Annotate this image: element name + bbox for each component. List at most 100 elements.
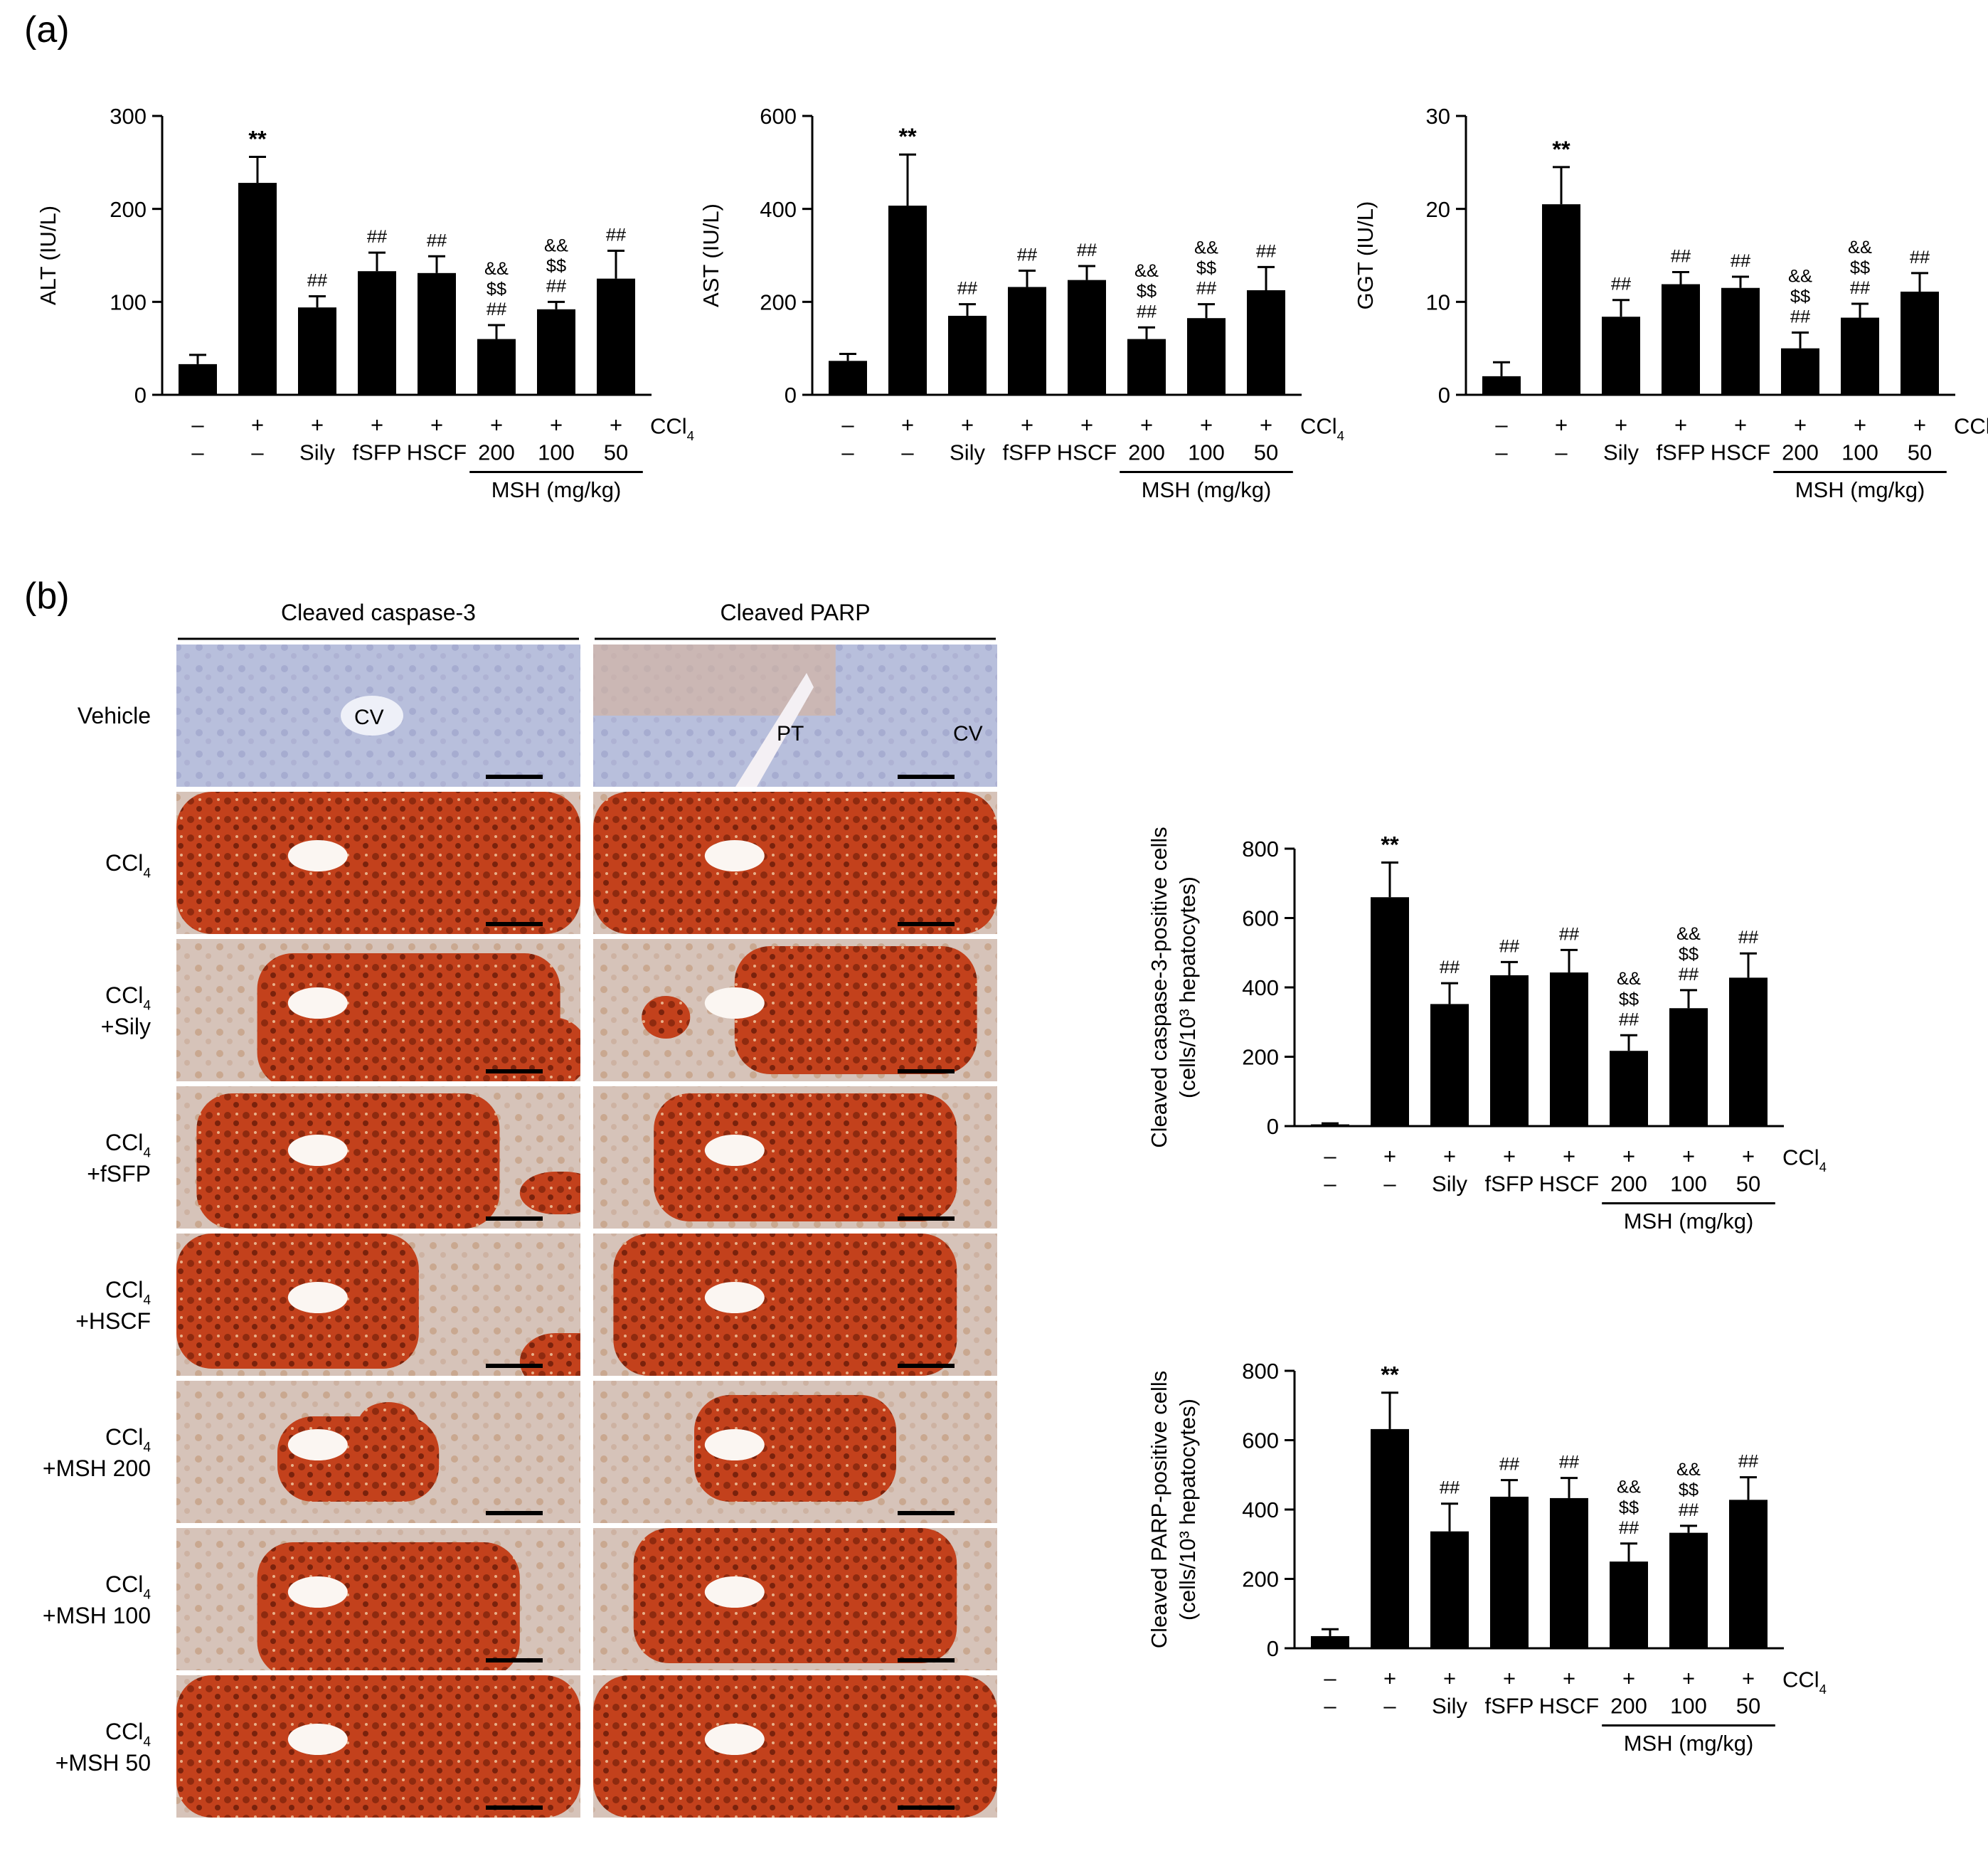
ast-group-label: MSH (mg/kg) — [1142, 477, 1272, 502]
alt-treatment-cell: HSCF — [407, 440, 467, 465]
histology-tile-7-0 — [176, 1675, 580, 1818]
casp3-group-label: MSH (mg/kg) — [1624, 1209, 1754, 1234]
parp-ytick-label: 200 — [1242, 1567, 1279, 1592]
ast-ytick-label: 400 — [760, 197, 797, 222]
ast-bar-4 — [1068, 280, 1106, 395]
histology-row-label: CCl4 — [105, 850, 151, 881]
histology-tile-5-0 — [176, 1381, 580, 1523]
histology-tile-6-1 — [593, 1528, 997, 1670]
ast-sig-annotation: ## — [1017, 245, 1037, 265]
casp3-ylabel: Cleaved caspase-3-positive cells — [1147, 827, 1171, 1147]
ast-ccl4-cell: + — [1200, 413, 1213, 437]
casp3-treatment-cell: 50 — [1736, 1171, 1760, 1196]
histology-column-header-0: Cleaved caspase-3 — [281, 600, 476, 625]
casp3-ccl4-cell: + — [1503, 1144, 1516, 1169]
alt-group-label: MSH (mg/kg) — [491, 477, 622, 502]
parp-bar-3 — [1490, 1496, 1529, 1648]
alt-sig-annotation: $$ — [546, 256, 566, 276]
ggt-row1-label: CCl4 — [1954, 414, 1988, 443]
ggt-ccl4-cell: + — [1615, 413, 1627, 437]
casp3-ccl4-cell: + — [1622, 1144, 1635, 1169]
casp3-sig-annotation: ## — [1619, 1009, 1639, 1029]
alt-sig-annotation: ## — [606, 225, 626, 245]
parp-sig-annotation: && — [1617, 1478, 1641, 1497]
parp-bar-2 — [1430, 1531, 1469, 1648]
ggt-sig-annotation: ## — [1671, 247, 1691, 267]
histology-row-label-treatment: +MSH 50 — [55, 1750, 151, 1776]
ggt-treatment-cell: Sily — [1603, 440, 1639, 465]
ast-ytick-label: 0 — [785, 383, 797, 408]
casp3-ytick-label: 800 — [1242, 837, 1279, 861]
histology-row-label: CCl4 — [105, 1571, 151, 1603]
casp3-sig-annotation: $$ — [1619, 990, 1639, 1009]
ast-row1-label: CCl4 — [1300, 414, 1344, 443]
parp-sig-annotation: ## — [1440, 1478, 1460, 1498]
alt-treatment-cell: – — [251, 440, 264, 465]
parp-sig-annotation: ** — [1381, 1362, 1399, 1388]
alt-ccl4-cell: – — [191, 413, 204, 437]
parp-group-label: MSH (mg/kg) — [1624, 1731, 1754, 1756]
alt-ccl4-cell: + — [371, 413, 383, 437]
ast-treatment-cell: 200 — [1128, 440, 1165, 465]
parp-ylabel-units: (cells/10³ hepatocytes) — [1175, 1399, 1200, 1621]
parp-bar-4 — [1550, 1497, 1588, 1648]
alt-treatment-cell: 100 — [538, 440, 575, 465]
ast-sig-annotation: ** — [898, 124, 917, 149]
histology-row-label-treatment: +Sily — [101, 1014, 151, 1039]
ast-ytick-label: 200 — [760, 290, 797, 314]
parp-treatment-cell: 100 — [1670, 1693, 1707, 1718]
ggt-ylabel: GGT (IU/L) — [1353, 201, 1378, 310]
parp-sig-annotation: ## — [1559, 1453, 1579, 1473]
histology-row-label-treatment: +MSH 100 — [43, 1603, 151, 1628]
casp3-treatment-cell: 200 — [1610, 1171, 1647, 1196]
ggt-treatment-cell: 50 — [1908, 440, 1932, 465]
casp3-ccl4-cell: + — [1443, 1144, 1456, 1169]
parp-treatment-cell: Sily — [1432, 1693, 1467, 1718]
ast-bar-2 — [948, 315, 987, 395]
ast-treatment-cell: HSCF — [1057, 440, 1117, 465]
alt-treatment-cell: – — [191, 440, 204, 465]
alt-bar-3 — [358, 271, 396, 395]
casp3-ccl4-cell: + — [1682, 1144, 1695, 1169]
casp3-sig-annotation: ## — [1499, 936, 1519, 956]
ast-sig-annotation: && — [1134, 261, 1159, 281]
histology-row-label: CCl4 — [105, 1719, 151, 1750]
ggt-treatment-cell: – — [1555, 440, 1568, 465]
ggt-ytick-label: 20 — [1426, 197, 1450, 222]
parp-ccl4-cell: + — [1503, 1666, 1516, 1691]
ggt-ytick-label: 10 — [1426, 290, 1450, 314]
histology-tile-1-1 — [593, 792, 997, 934]
alt-sig-annotation: && — [484, 259, 509, 279]
casp3-bar-7 — [1729, 977, 1768, 1126]
ast-bar-6 — [1187, 318, 1226, 395]
ggt-ytick-label: 30 — [1426, 104, 1450, 129]
casp3-treatment-cell: HSCF — [1539, 1171, 1599, 1196]
ast-sig-annotation: ## — [1077, 240, 1097, 260]
histology-tile-2-1 — [593, 939, 997, 1081]
parp-sig-annotation: $$ — [1619, 1497, 1639, 1517]
alt-treatment-cell: fSFP — [353, 440, 402, 465]
alt-sig-annotation: ## — [487, 299, 506, 319]
alt-sig-annotation: ## — [546, 276, 566, 296]
casp3-treatment-cell: – — [1324, 1171, 1336, 1196]
histology-tile-1-0 — [176, 792, 580, 934]
ggt-sig-annotation: $$ — [1850, 258, 1870, 277]
ggt-ccl4-cell: + — [1854, 413, 1866, 437]
ast-sig-annotation: $$ — [1196, 258, 1216, 278]
ast-ytick-label: 600 — [760, 104, 797, 129]
parp-bar-0 — [1311, 1635, 1349, 1648]
casp3-bar-1 — [1371, 897, 1409, 1126]
casp3-chart: 0 200 400 600 800 Cleaved caspase-3-positive … — [1147, 827, 1827, 1234]
casp3-row1-label: CCl4 — [1782, 1145, 1827, 1174]
cv-label: CV — [354, 706, 384, 729]
cv-label: CV — [953, 722, 983, 746]
parp-bar-7 — [1729, 1500, 1768, 1648]
ggt-group-label: MSH (mg/kg) — [1795, 477, 1925, 502]
alt-row1-label: CCl4 — [650, 414, 694, 443]
parp-ccl4-cell: + — [1383, 1666, 1396, 1691]
ggt-bar-6 — [1841, 317, 1879, 395]
alt-ccl4-cell: + — [550, 413, 563, 437]
ast-bar-3 — [1008, 287, 1046, 395]
ggt-bar-1 — [1542, 204, 1580, 395]
